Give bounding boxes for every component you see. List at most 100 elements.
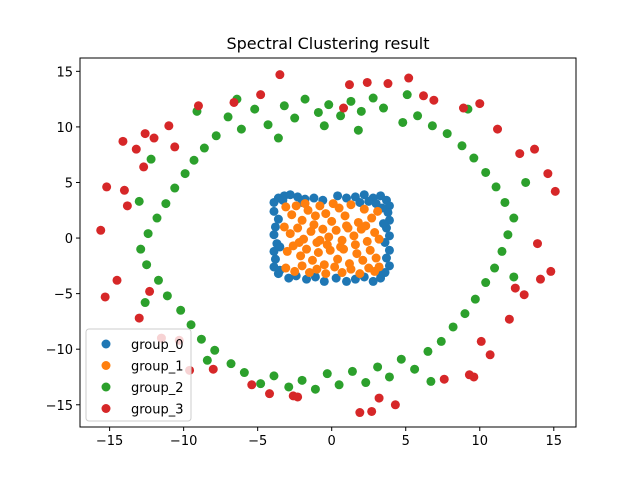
data-point [355,408,365,418]
data-point [515,149,525,159]
data-point [550,186,560,196]
data-point [328,199,338,209]
data-point [297,261,307,271]
data-point [333,191,343,201]
data-point [146,154,156,164]
data-point [287,210,297,220]
data-point [229,97,239,107]
data-point [302,244,312,254]
data-point [362,77,372,87]
data-point [265,389,275,399]
x-tick-label: 5 [402,434,410,449]
data-point [497,246,507,256]
data-point [347,366,357,376]
data-point [448,322,458,332]
data-point [368,93,378,103]
data-point [530,144,540,154]
data-point [336,111,346,121]
data-point [370,266,380,276]
data-point [324,232,334,242]
data-point [413,111,423,121]
data-point [491,182,501,192]
data-point [383,79,393,89]
data-point [319,121,329,131]
data-point [509,272,519,282]
data-point [139,162,149,172]
data-point [199,143,209,153]
data-point [342,276,352,286]
data-point [349,231,359,241]
data-point [481,278,491,288]
legend-box [85,328,192,422]
data-point [239,368,249,378]
data-point [102,182,112,192]
data-point [270,222,280,232]
data-point [290,266,300,276]
data-point [269,371,279,381]
legend-label: group_1 [131,360,184,375]
data-point [189,155,199,165]
data-point [334,380,344,390]
data-point [273,214,283,224]
data-point [134,313,144,323]
data-point [475,99,485,109]
data-point [346,96,356,106]
data-point [439,374,449,384]
chart-title: Spectral Clustering result [226,34,429,53]
data-point [353,125,363,135]
legend-marker [101,339,111,349]
y-tick-label: −15 [46,399,73,414]
data-point [279,222,289,232]
data-point [269,230,279,240]
data-point [186,320,196,330]
data-point [365,245,375,255]
x-tick-label: −10 [170,434,197,449]
data-point [331,273,341,283]
data-point [464,370,474,380]
data-point [460,309,470,319]
data-point [112,275,122,285]
y-tick-label: 10 [56,121,73,136]
data-point [361,221,371,231]
legend-marker [101,361,111,370]
data-point [310,384,320,394]
data-point [384,245,394,255]
data-point [427,121,437,131]
data-point [359,204,369,214]
data-point [281,263,291,273]
data-point [247,380,257,390]
data-point [315,235,325,245]
data-point [170,183,180,193]
data-point [300,94,310,104]
y-tick-label: −5 [54,288,73,303]
data-point [119,185,129,195]
data-point [381,253,391,263]
data-point [263,120,273,130]
data-point [152,213,162,223]
data-point [142,260,152,270]
data-point [122,201,132,211]
data-point [256,379,266,389]
series-group_2 [134,90,531,394]
data-point [202,355,212,365]
data-point [100,292,110,302]
data-point [180,169,190,179]
data-point [297,375,307,385]
data-point [293,223,303,233]
data-point [368,276,378,286]
data-point [310,211,320,221]
data-point [350,240,360,250]
plot-area [79,57,577,428]
data-point [250,104,260,114]
data-point [436,336,446,346]
y-tick-label: 5 [65,176,73,191]
data-point [324,100,334,110]
data-point [361,378,371,388]
data-point [396,354,406,364]
data-point [493,124,503,134]
data-point [294,238,304,247]
data-point [423,346,433,356]
data-point [339,103,349,113]
data-point [297,215,307,225]
